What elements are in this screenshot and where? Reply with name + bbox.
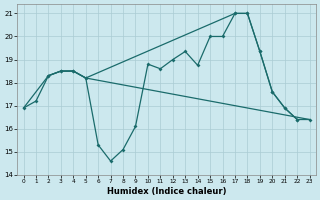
- X-axis label: Humidex (Indice chaleur): Humidex (Indice chaleur): [107, 187, 226, 196]
